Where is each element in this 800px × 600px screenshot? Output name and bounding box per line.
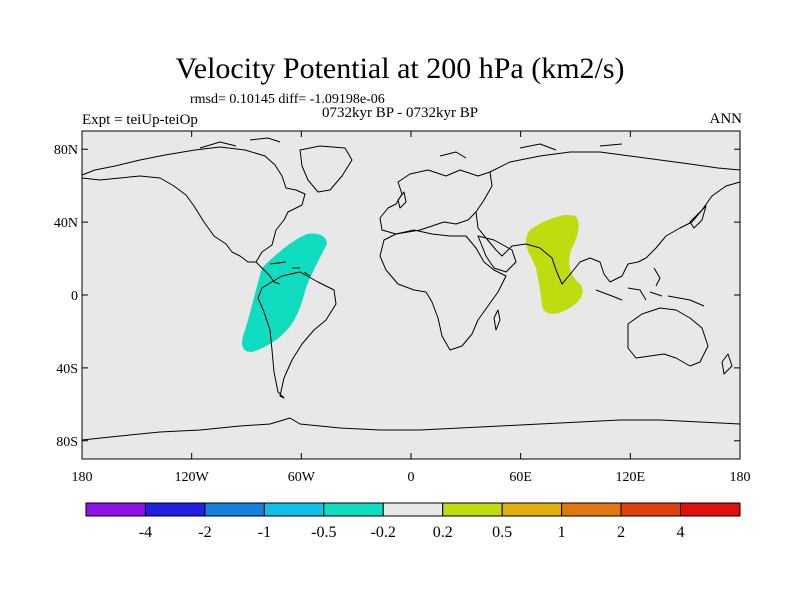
arabia-coast [477,235,517,273]
central-america-coast [255,261,281,285]
latitude-ticks: 80N 40N 0 40S 80S [54,143,740,450]
lon-tick-label: 60E [509,470,532,485]
colorbar-label: 4 [677,524,685,541]
south-america-coast [257,271,337,399]
north-america-coast [81,146,306,263]
colorbar-label: -0.5 [311,524,336,541]
indonesia-coast [595,267,705,307]
madagascar-coast [493,309,501,331]
lat-tick-label: 40S [56,362,78,377]
colorbar-label: 0.2 [433,524,453,541]
colorbar-label: -4 [139,524,152,541]
colorbar-swatch [561,502,622,517]
coastlines [81,137,741,441]
lon-tick-label: 120W [175,470,210,485]
colorbar-swatch [680,502,741,517]
longitude-ticks: 180 120W 60W 0 60E 120E 180 [72,131,751,485]
lat-tick-label: 0 [71,289,78,304]
colorbar-swatch [501,502,563,517]
south-america-negative-anomaly [242,233,327,352]
colorbar-swatch [620,502,682,517]
colorbar-label: 0.5 [492,524,512,541]
colorbar-swatch [144,502,206,517]
season-label: ANN [709,111,743,127]
stats-text: rmsd= 0.10145 diff= -1.09198e-06 [190,92,385,107]
colorbar: -4 -2 -1 -0.5 -0.2 0.2 0.5 1 2 4 [85,502,741,541]
australia-coast [627,307,709,367]
colorbar-label: 1 [558,524,566,541]
lon-tick-label: 180 [730,470,751,485]
new-zealand-coast [721,353,733,375]
colorbar-swatch [204,502,265,517]
colorbar-swatch [263,502,325,517]
colorbar-swatch [382,502,444,517]
lat-tick-label: 80N [54,143,78,158]
lat-tick-label: 80S [56,435,78,450]
experiment-label: Expt = teiUp-teiOp [82,112,198,128]
map-background [82,131,740,459]
japan-coast [689,205,707,229]
lat-tick-label: 40N [54,216,78,231]
lon-tick-label: 60W [288,470,316,485]
africa-coast [379,229,507,351]
period-label: 0732kyr BP - 0732kyr BP [322,105,479,121]
arctic-islands [199,137,623,159]
uk-coast [397,191,407,209]
caribbean-islands [269,261,311,277]
lon-tick-label: 0 [408,470,415,485]
colorbar-label: 2 [617,524,625,541]
colorbar-label: -2 [198,524,211,541]
greenland-coast [299,145,353,193]
antarctica-coast [81,417,741,441]
colorbar-swatch [85,502,146,517]
colorbar-swatch [442,502,503,517]
asia-coast [475,151,741,285]
lon-tick-label: 180 [72,470,93,485]
colorbar-label: -1 [258,524,271,541]
colorbar-label: -0.2 [371,524,396,541]
plot-title: Velocity Potential at 200 hPa (km2/s) [175,52,625,85]
lon-tick-label: 120E [616,470,646,485]
colorbar-swatch [323,502,384,517]
